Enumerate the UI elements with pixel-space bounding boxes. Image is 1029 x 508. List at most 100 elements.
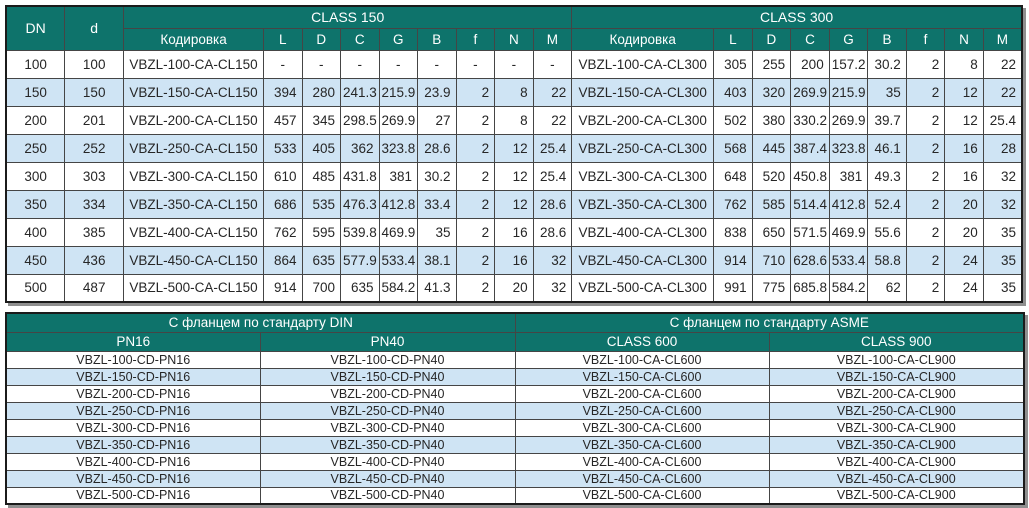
column-header-g: G [828,27,869,51]
value-cell: 27 [417,105,457,135]
product-code-cell: VBZL-450-CA-CL900 [768,469,1025,488]
product-code-cell: VBZL-400-CA-CL600 [514,452,770,471]
product-code-cell: VBZL-350-CD-PN40 [259,435,516,454]
value-cell: 650 [751,217,792,247]
value-cell: 28.6 [532,189,573,219]
value-cell: 269.9 [378,105,419,135]
value-cell: 533.4 [378,245,419,275]
value-cell: 330.2 [790,105,830,135]
product-code-cell: VBZL-300-CD-PN16 [5,418,261,437]
product-code-cell: VBZL-350-CA-CL300 [571,189,715,219]
product-code-cell: VBZL-100-CA-CL300 [571,49,715,79]
product-code-cell: VBZL-250-CD-PN40 [259,401,516,420]
value-cell: 55.6 [867,217,907,247]
value-cell: 32 [532,245,573,275]
top-table-group-header-row: DN d CLASS 150 CLASS 300 [5,5,1023,51]
value-cell: 241.3 [340,77,380,107]
value-cell: 700 [301,273,342,303]
value-cell: 2 [455,161,496,191]
value-cell: 32 [982,161,1023,191]
value-cell: 16 [494,217,534,247]
dimension-row-dn-350: 350 334 VBZL-350-CA-CL150 686 535 476.3 412.8 3… [5,189,1023,219]
dimension-row-dn-300: 300 303 VBZL-300-CA-CL150 610 485 431.8 381 30.… [5,161,1023,191]
value-cell: 2 [455,105,496,135]
value-cell: 24 [944,273,984,303]
value-cell: 58.8 [867,245,907,275]
value-cell: 584.2 [828,273,869,303]
value-cell: 215.9 [828,77,869,107]
column-header-n: N [944,27,984,51]
product-code-cell: VBZL-350-CD-PN16 [5,435,261,454]
value-cell: 298.5 [340,105,380,135]
value-cell: 610 [262,161,303,191]
value-cell: - [494,49,534,79]
value-cell: 28.6 [532,217,573,247]
value-cell: 12 [494,161,534,191]
product-code-cell: VBZL-450-CD-PN40 [259,469,516,488]
value-cell: 20 [494,273,534,303]
dimension-row-dn-100: 100 100 VBZL-100-CA-CL150- - - - - - - - VBZL-100-… [5,49,1023,79]
flange-code-row: VBZL-300-CD-PN16 VBZL-300-CD-PN40 VBZL-300… [5,418,1025,437]
d-cell: 100 [64,49,125,79]
value-cell: 469.9 [828,217,869,247]
value-cell: 23.9 [417,77,457,107]
d-cell: 150 [64,77,125,107]
value-cell: 12 [494,189,534,219]
value-cell: 476.3 [340,189,380,219]
product-code-cell: VBZL-200-CD-PN40 [259,384,516,403]
value-cell: 864 [262,245,303,275]
value-cell: 35 [867,77,907,107]
value-cell: 775 [751,273,792,303]
product-code-cell: VBZL-200-CD-PN16 [5,384,261,403]
value-cell: 20 [944,217,984,247]
flange-code-row: VBZL-400-CD-PN16 VBZL-400-CD-PN40 VBZL-400… [5,452,1025,471]
product-code-cell: VBZL-300-CD-PN40 [259,418,516,437]
product-code-cell: VBZL-300-CA-CL150 [123,161,264,191]
value-cell: 46.1 [867,133,907,163]
flange-code-row: VBZL-350-CD-PN16 VBZL-350-CD-PN40 VBZL-350… [5,435,1025,454]
value-cell: 33.4 [417,189,457,219]
column-header-m: M [532,27,573,51]
column-header-kodirovka: Кодировка [571,27,715,51]
dn-cell: 100 [5,49,66,79]
column-header-f: f [455,27,496,51]
value-cell: 320 [751,77,792,107]
column-header-dn: DN [5,5,66,51]
top-table-body: 100 100 VBZL-100-CA-CL150- - - - - - - - VBZL-100-… [5,49,1023,303]
product-code-cell: VBZL-450-CD-PN16 [5,469,261,488]
column-header-kodirovka: Кодировка [123,27,264,51]
value-cell: 39.7 [867,105,907,135]
value-cell: 35 [417,217,457,247]
value-cell: 200 [790,49,830,79]
product-code-cell: VBZL-450-CA-CL300 [571,245,715,275]
value-cell: 2 [455,245,496,275]
value-cell: 30.2 [417,161,457,191]
value-cell: 635 [340,273,380,303]
value-cell: 431.8 [340,161,380,191]
column-header-class-600: CLASS 600 [514,331,770,352]
product-code-cell: VBZL-500-CA-CL150 [123,273,264,303]
value-cell: 710 [751,245,792,275]
product-code-cell: VBZL-100-CD-PN40 [259,350,516,369]
value-cell: 35 [982,245,1023,275]
value-cell: 2 [455,217,496,247]
value-cell: 323.8 [378,133,419,163]
value-cell: 35 [982,273,1023,303]
product-code-cell: VBZL-250-CA-CL600 [514,401,770,420]
column-header-m: M [982,27,1023,51]
dn-cell: 500 [5,273,66,303]
column-header-l: L [262,27,303,51]
value-cell: 22 [982,49,1023,79]
value-cell: 255 [751,49,792,79]
value-cell: 577.9 [340,245,380,275]
column-header-d: d [64,5,125,51]
value-cell: 305 [713,49,753,79]
product-code-cell: VBZL-150-CA-CL150 [123,77,264,107]
value-cell: 2 [905,245,946,275]
value-cell: 485 [301,161,342,191]
value-cell: 838 [713,217,753,247]
product-code-cell: VBZL-400-CA-CL900 [768,452,1025,471]
value-cell: 686 [262,189,303,219]
value-cell: 12 [944,105,984,135]
product-code-cell: VBZL-200-CA-CL900 [768,384,1025,403]
